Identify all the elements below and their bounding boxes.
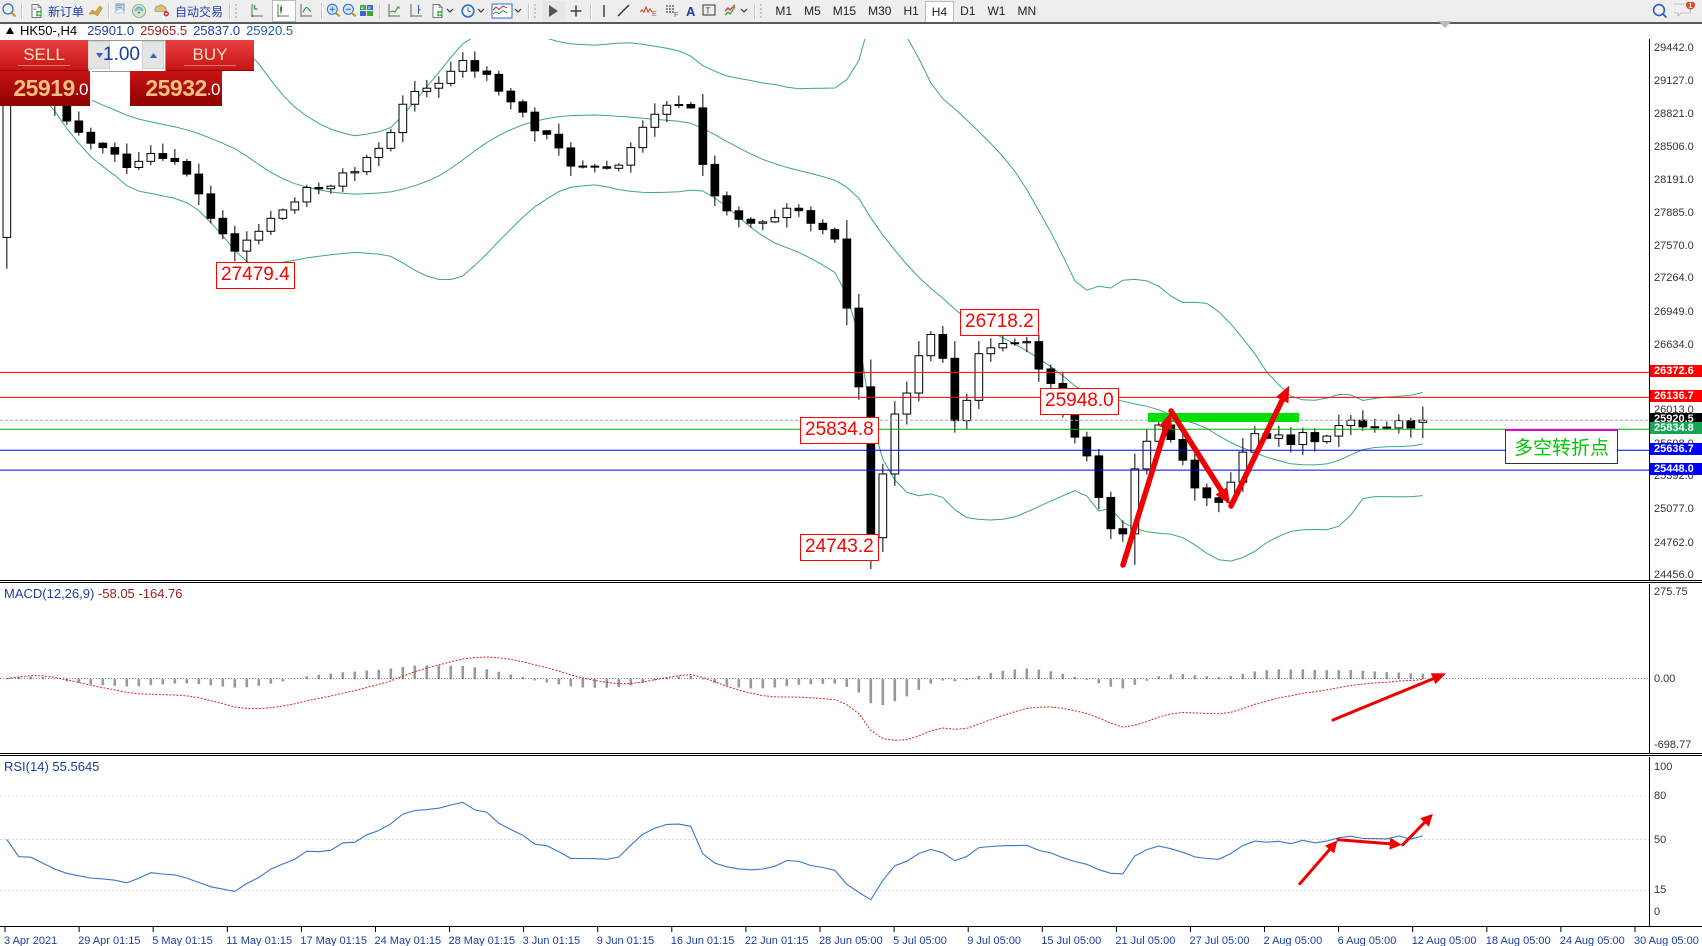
svg-text:F: F <box>674 12 678 19</box>
svg-text:T: T <box>706 7 711 16</box>
svg-text:E: E <box>652 11 657 18</box>
svg-text:1: 1 <box>1689 3 1693 10</box>
